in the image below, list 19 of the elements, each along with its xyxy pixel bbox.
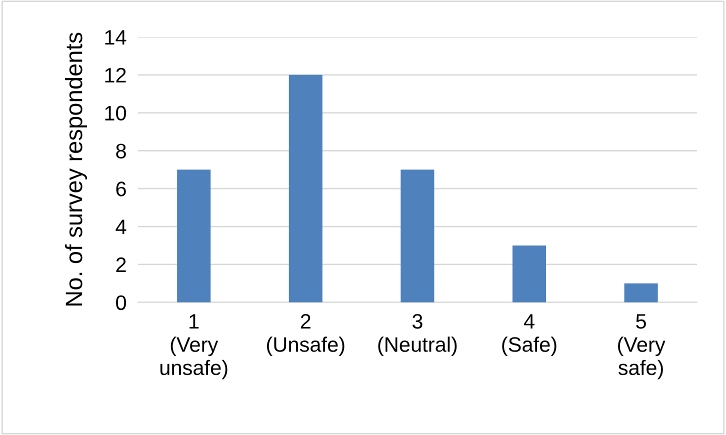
bar	[512, 245, 546, 302]
x-tick-label: 1 (Very unsafe)	[160, 314, 228, 380]
x-tick-label: 5 (Very safe)	[618, 314, 666, 380]
y-tick-label: 8	[116, 144, 126, 158]
y-tick-label: 12	[105, 68, 126, 82]
y-tick-label: 10	[105, 106, 126, 121]
y-tick-label: 14	[105, 30, 126, 45]
bar	[400, 170, 434, 302]
bar	[288, 74, 322, 302]
y-tick-label: 2	[116, 257, 126, 272]
bar	[177, 170, 211, 302]
x-tick-label: 2 (Unsafe)	[267, 314, 344, 356]
y-tick-label: 0	[116, 295, 126, 310]
y-tick-label: 6	[116, 182, 126, 196]
y-tick-label: 4	[116, 220, 126, 234]
x-tick-label: 4 (Safe)	[502, 314, 556, 356]
y-axis-title: No. of survey respondents	[64, 32, 87, 306]
bar	[624, 283, 658, 302]
x-tick-label: 3 (Neutral)	[378, 314, 457, 356]
